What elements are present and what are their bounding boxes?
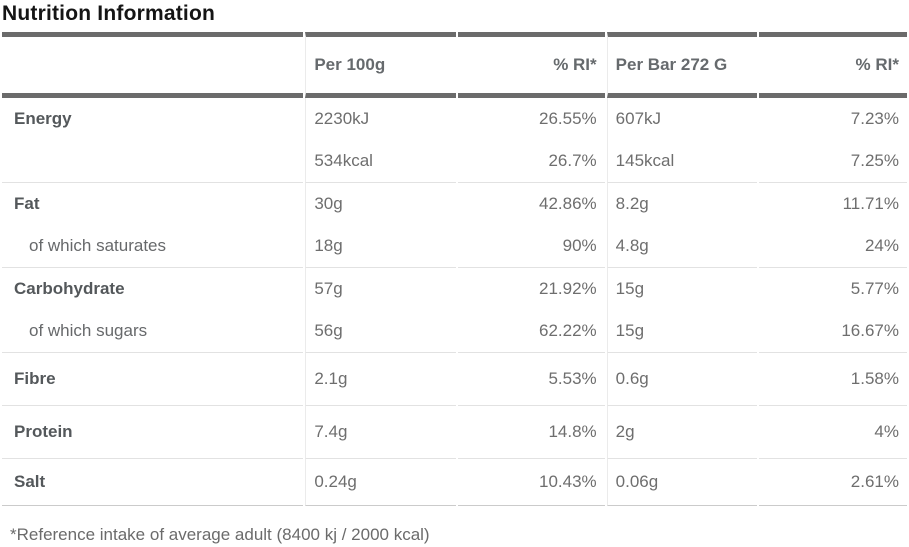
col-header-per-100g: Per 100g <box>305 32 457 98</box>
row-label: Energy <box>14 109 72 128</box>
table-row-energy-kcal: 534kcal 26.7% 145kcal 7.25% <box>2 140 907 182</box>
nutrition-table: Per 100g % RI* Per Bar 272 G % RI* Energ… <box>0 32 909 506</box>
cell-per-bar: 2g <box>606 405 758 458</box>
cell-per-100g: 18g <box>305 225 456 267</box>
table-row-salt: Salt 0.24g 10.43% 0.06g 2.61% <box>2 458 907 506</box>
cell-ri-bar: 2.61% <box>759 458 907 506</box>
row-label: Salt <box>2 458 304 506</box>
cell-per-100g: 30g <box>305 182 457 225</box>
cell-per-bar: 4.8g <box>606 225 758 267</box>
cell-per-100g: 0.24g <box>305 458 457 506</box>
table-row-fat: Fat 30g 42.86% 8.2g 11.71% <box>2 182 907 225</box>
cell-per-100g: 7.4g <box>305 405 457 458</box>
cell-ri-100g: 26.7% <box>548 151 597 170</box>
row-label: Carbohydrate <box>2 267 304 310</box>
cell-ri-100g: 42.86% <box>458 182 605 225</box>
cell-ri-bar: 5.77% <box>759 267 907 310</box>
table-row-protein: Protein 7.4g 14.8% 2g 4% <box>2 405 907 458</box>
cell-per-100g: 57g <box>305 267 457 310</box>
cell-ri-bar: 11.71% <box>759 182 907 225</box>
row-label: Fibre <box>2 352 304 405</box>
col-header-ri-100g: % RI* <box>458 32 605 98</box>
cell-per-100g: 2.1g <box>305 352 457 405</box>
cell-per-100g: 2230kJ <box>305 98 456 140</box>
cell-per-bar: 8.2g <box>606 182 758 225</box>
cell-ri-100g: 90% <box>562 236 597 255</box>
page-title: Nutrition Information <box>2 2 216 25</box>
cell-ri-100g: 14.8% <box>458 405 605 458</box>
table-header-row: Per 100g % RI* Per Bar 272 G % RI* <box>2 32 907 98</box>
cell-per-bar: 15g <box>606 267 758 310</box>
table-row-carbohydrate: Carbohydrate 57g 21.92% 15g 5.77% <box>2 267 907 310</box>
row-label <box>2 140 303 182</box>
row-label: Fat <box>2 182 304 225</box>
col-header-per-bar: Per Bar 272 G <box>606 32 758 98</box>
cell-per-100g: 56g <box>305 310 456 352</box>
cell-ri-bar: 24% <box>864 236 899 255</box>
table-row-saturates: of which saturates 18g 90% 4.8g 24% <box>2 225 907 267</box>
cell-per-bar: 15g <box>606 310 758 352</box>
cell-ri-bar: 16.67% <box>841 321 899 340</box>
row-label: Protein <box>2 405 304 458</box>
cell-ri-100g: 26.55% <box>538 109 597 128</box>
cell-ri-bar: 1.58% <box>759 352 907 405</box>
row-sublabel: of which saturates <box>29 236 167 255</box>
table-row-fibre: Fibre 2.1g 5.53% 0.6g 1.58% <box>2 352 907 405</box>
table-row-energy-kj: Energy 2230kJ 26.55% 607kJ 7.23% <box>2 98 907 140</box>
cell-ri-bar: 7.23% <box>850 109 899 128</box>
row-sublabel: of which sugars <box>29 321 148 340</box>
reference-intake-footnote: *Reference intake of average adult (8400… <box>10 525 430 544</box>
cell-per-bar: 0.06g <box>606 458 758 506</box>
cell-ri-100g: 10.43% <box>458 458 605 506</box>
cell-per-100g: 534kcal <box>305 140 456 182</box>
cell-per-bar: 145kcal <box>606 140 758 182</box>
cell-per-bar: 0.6g <box>606 352 758 405</box>
cell-ri-100g: 62.22% <box>538 321 597 340</box>
cell-ri-100g: 21.92% <box>458 267 605 310</box>
cell-ri-bar: 7.25% <box>850 151 899 170</box>
col-header-ri-bar: % RI* <box>759 32 907 98</box>
cell-ri-bar: 4% <box>759 405 907 458</box>
cell-per-bar: 607kJ <box>606 98 758 140</box>
cell-ri-100g: 5.53% <box>458 352 605 405</box>
table-row-sugars: of which sugars 56g 62.22% 15g 16.67% <box>2 310 907 352</box>
col-header-blank <box>2 32 304 98</box>
